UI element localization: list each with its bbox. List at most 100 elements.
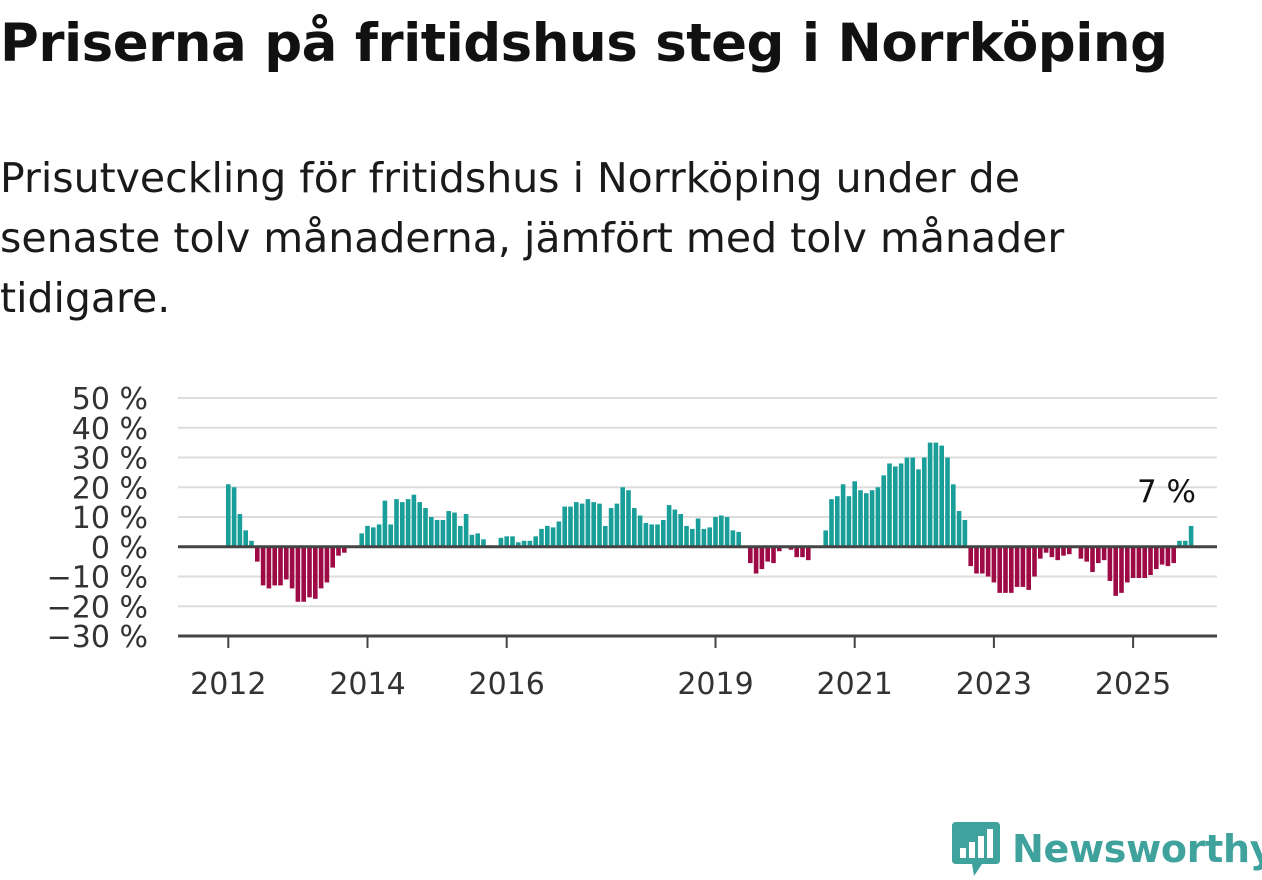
bar bbox=[365, 525, 370, 547]
bar bbox=[1148, 546, 1153, 576]
bar bbox=[864, 493, 869, 547]
bar bbox=[1101, 546, 1107, 561]
bar bbox=[997, 546, 1002, 593]
grid-lines bbox=[178, 397, 1217, 608]
bar bbox=[226, 484, 231, 547]
bar bbox=[719, 515, 724, 547]
bar bbox=[336, 546, 341, 556]
bar bbox=[289, 546, 295, 589]
bar bbox=[666, 505, 672, 547]
x-tick-label: 2019 bbox=[677, 667, 753, 700]
bar bbox=[893, 466, 898, 547]
y-tick-label: −10 % bbox=[47, 561, 148, 596]
bar bbox=[1165, 546, 1171, 567]
bar bbox=[985, 546, 991, 577]
bar bbox=[632, 508, 637, 547]
x-tick-label: 2016 bbox=[469, 667, 545, 700]
bar bbox=[933, 442, 939, 547]
bar bbox=[359, 533, 364, 547]
bar bbox=[585, 499, 591, 547]
bar bbox=[626, 490, 631, 547]
bar bbox=[1055, 546, 1060, 561]
bar bbox=[521, 540, 527, 547]
bar bbox=[446, 511, 451, 547]
bar bbox=[1096, 546, 1101, 564]
bar bbox=[527, 540, 533, 547]
bar bbox=[1090, 546, 1095, 573]
bar bbox=[556, 521, 562, 547]
bar bbox=[898, 463, 904, 547]
bar bbox=[701, 528, 707, 547]
bar bbox=[301, 546, 306, 602]
bar bbox=[243, 530, 248, 547]
bar bbox=[1119, 546, 1124, 593]
bar bbox=[417, 502, 422, 547]
bar bbox=[376, 524, 382, 547]
labels: 50 %40 %30 %20 %10 %0 %−10 %−20 %−30 % 20… bbox=[47, 382, 1196, 700]
bar bbox=[405, 499, 411, 547]
y-tick-label: 50 % bbox=[72, 382, 148, 417]
bar bbox=[463, 514, 469, 547]
bar bbox=[603, 525, 608, 547]
bar bbox=[266, 546, 272, 589]
bars bbox=[226, 442, 1194, 602]
bar bbox=[458, 525, 463, 547]
bar bbox=[591, 502, 596, 547]
bar bbox=[411, 494, 417, 547]
x-tick-label: 2014 bbox=[329, 667, 405, 700]
bar bbox=[800, 546, 805, 558]
bar bbox=[394, 499, 399, 547]
bar bbox=[1038, 546, 1043, 559]
bar bbox=[678, 514, 683, 547]
bar bbox=[1154, 546, 1159, 570]
bar bbox=[823, 530, 828, 547]
bar bbox=[806, 546, 811, 561]
bar bbox=[1142, 546, 1147, 578]
bar bbox=[562, 506, 567, 547]
bar bbox=[846, 496, 852, 547]
bar bbox=[1009, 546, 1014, 593]
bar bbox=[278, 546, 283, 586]
bar bbox=[249, 540, 254, 547]
bar bbox=[272, 546, 277, 586]
bar bbox=[1020, 546, 1026, 587]
bar bbox=[307, 546, 312, 598]
bar bbox=[661, 519, 666, 547]
bar bbox=[475, 533, 480, 547]
bar bbox=[956, 511, 962, 547]
bar bbox=[910, 457, 915, 547]
bar bbox=[945, 457, 950, 547]
bar bbox=[875, 487, 881, 547]
bar bbox=[655, 524, 660, 547]
bar bbox=[400, 502, 405, 547]
bar bbox=[579, 503, 585, 547]
bar bbox=[643, 522, 649, 547]
bar bbox=[1136, 546, 1142, 578]
y-tick-label: 20 % bbox=[72, 471, 148, 506]
bar bbox=[980, 546, 985, 574]
bar bbox=[707, 527, 712, 547]
bar bbox=[777, 546, 782, 552]
bar bbox=[637, 515, 643, 547]
brand-name: Newsworthy bbox=[1012, 827, 1262, 871]
bar bbox=[1003, 546, 1008, 593]
bar bbox=[1188, 525, 1194, 547]
bar bbox=[574, 502, 579, 547]
chart-subtitle: Prisutveckling för fritidshus i Norrköpi… bbox=[0, 154, 1065, 322]
bar bbox=[1130, 546, 1136, 578]
bar bbox=[1043, 546, 1049, 553]
bar bbox=[452, 512, 457, 547]
bar bbox=[481, 539, 486, 547]
bar bbox=[881, 475, 886, 547]
newsworthy-brand: Newsworthy bbox=[950, 818, 1262, 880]
bar bbox=[649, 524, 654, 547]
bar bbox=[608, 508, 614, 547]
bar bbox=[620, 487, 625, 547]
bar bbox=[922, 457, 927, 547]
bar bbox=[1159, 546, 1165, 565]
bar bbox=[736, 531, 741, 547]
bar bbox=[1032, 546, 1037, 577]
bar bbox=[1171, 546, 1176, 564]
bar bbox=[330, 546, 335, 568]
bar bbox=[429, 517, 434, 547]
